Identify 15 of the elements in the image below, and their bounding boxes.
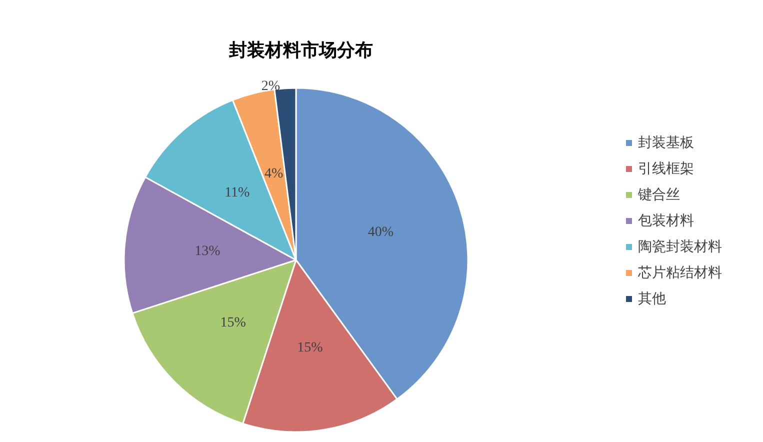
legend-label: 其他 <box>638 291 666 307</box>
data-label: 4% <box>264 166 284 182</box>
data-label: 11% <box>224 186 250 201</box>
data-label: 13% <box>194 244 221 260</box>
data-label: 15% <box>220 315 246 330</box>
legend-label: 键合丝 <box>637 187 680 203</box>
legend-label: 芯片粘结材料 <box>637 265 722 281</box>
data-label: 15% <box>297 340 324 356</box>
legend-label: 引线框架 <box>638 161 694 177</box>
legend-label: 封装基板 <box>638 135 694 151</box>
legend-label: 包装材料 <box>638 213 694 229</box>
chart-title: 封装材料市场分布 <box>228 40 373 60</box>
data-label: 40% <box>368 224 394 240</box>
data-label: 2% <box>261 78 280 94</box>
legend-label: 陶瓷封装材料 <box>638 239 722 255</box>
